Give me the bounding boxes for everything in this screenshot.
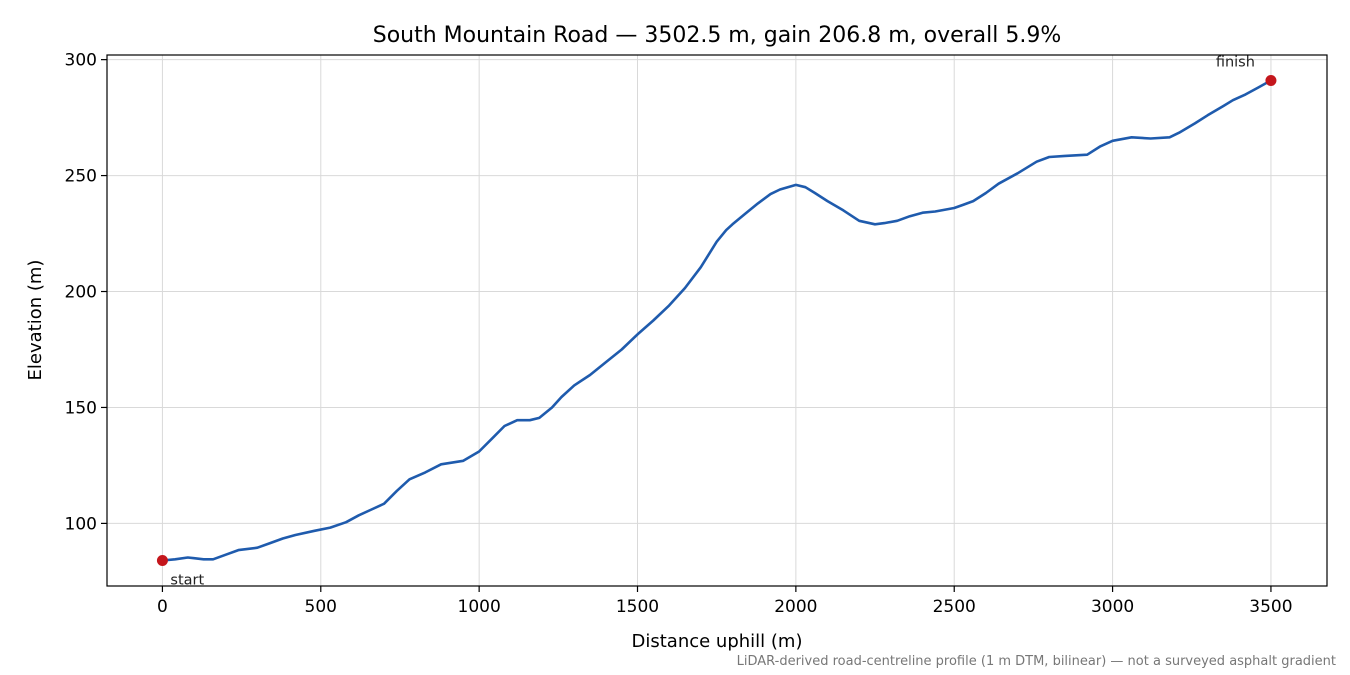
x-tick-label: 1000 bbox=[458, 597, 501, 617]
x-tick-label: 3000 bbox=[1091, 597, 1134, 617]
y-tick-label: 150 bbox=[65, 398, 97, 418]
x-axis-ticks: 0 500 1000 1500 2000 2500 3000 3500 bbox=[157, 586, 1293, 617]
elevation-line bbox=[161, 79, 1273, 562]
y-axis-label: Elevation (m) bbox=[25, 260, 46, 381]
start-marker bbox=[156, 554, 168, 566]
start-label: start bbox=[170, 572, 204, 588]
finish-label: finish bbox=[1216, 55, 1255, 71]
x-tick-label: 2000 bbox=[774, 597, 817, 617]
x-axis-label: Distance uphill (m) bbox=[632, 631, 803, 652]
x-tick-label: 2500 bbox=[933, 597, 976, 617]
chart-footnote: LiDAR-derived road-centreline profile (1… bbox=[737, 654, 1336, 669]
x-tick-label: 3500 bbox=[1249, 597, 1292, 617]
x-tick-label: 0 bbox=[157, 597, 168, 617]
finish-marker bbox=[1265, 75, 1277, 87]
x-tick-label: 500 bbox=[305, 597, 337, 617]
y-tick-label: 300 bbox=[65, 51, 97, 71]
y-axis-ticks: 100 150 200 250 300 bbox=[65, 51, 107, 534]
y-tick-label: 250 bbox=[65, 167, 97, 187]
grid-lines bbox=[107, 55, 1327, 586]
chart-title: South Mountain Road — 3502.5 m, gain 206… bbox=[373, 23, 1062, 48]
series-layer: start finish bbox=[156, 55, 1277, 588]
x-tick-label: 1500 bbox=[616, 597, 659, 617]
plot-area-frame bbox=[106, 54, 1328, 587]
y-tick-label: 100 bbox=[65, 514, 97, 534]
y-tick-label: 200 bbox=[65, 283, 97, 303]
